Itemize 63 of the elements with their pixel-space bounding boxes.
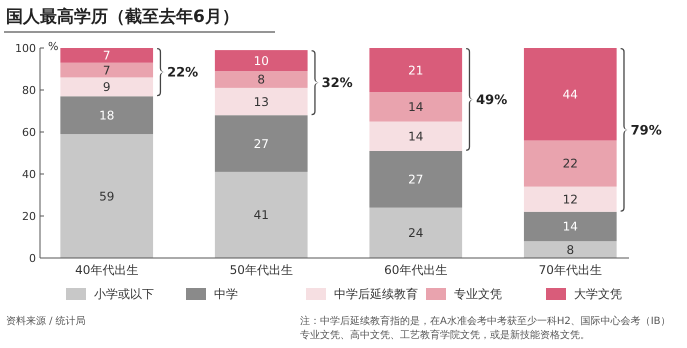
data-label: 9 (102, 80, 111, 94)
data-label: 8 (257, 72, 266, 87)
bar (214, 172, 308, 258)
bar (60, 62, 154, 78)
bar (369, 208, 462, 258)
bar (369, 48, 462, 92)
text: 注：中学后延续教育指的是，在A水准会考中考获至少一科H2、国际中心会考（IB）专业文凭、高中文凭、工艺教育学院文凭，或是新技能资格文凭。 (300, 315, 671, 341)
bar (524, 241, 617, 258)
y-tick-label: 100 (15, 42, 36, 55)
data-label: 41 (254, 208, 269, 222)
legend-label: 小学或以下 (94, 287, 154, 302)
legend-label: 大学文凭 (574, 287, 622, 302)
text: 资料来源 / 统计局 (6, 315, 86, 327)
annotation: 22% (167, 66, 198, 81)
data-label: 22 (562, 156, 578, 171)
bar (524, 186, 617, 212)
legend-label: 中学后延续教育 (334, 287, 418, 302)
bar (369, 122, 462, 151)
x-tick-label: 40年代出生 (75, 263, 138, 277)
bar (214, 50, 308, 72)
data-label: 27 (408, 172, 424, 186)
x-tick-label: 50年代出生 (230, 263, 293, 277)
bar (524, 48, 617, 140)
data-label: 14 (562, 220, 578, 234)
y-tick-label: 80 (22, 84, 36, 97)
data-label: 24 (408, 226, 424, 240)
legend-label: 中学 (214, 287, 238, 302)
data-label: 7 (102, 63, 111, 78)
data-label: 10 (254, 54, 269, 68)
annotation: 32% (322, 76, 353, 92)
bar (60, 48, 154, 63)
bar (214, 115, 308, 172)
y-tick-label: 40 (22, 168, 36, 181)
y-tick-label: 20 (22, 210, 36, 223)
data-label: 59 (99, 189, 114, 204)
x-tick-label: 70年代出生 (538, 263, 602, 277)
data-label: 12 (562, 192, 578, 206)
bar (524, 140, 617, 187)
data-label: 21 (408, 63, 424, 78)
data-label: 27 (254, 136, 269, 151)
bar (60, 96, 154, 134)
chart-title: 国人最高学历（截至去年6月） (6, 7, 239, 27)
y-tick-label: 0 (29, 252, 36, 265)
bar (60, 77, 154, 96)
data-label: 44 (562, 87, 578, 102)
y-axis-title: % (48, 40, 58, 53)
bar (214, 71, 308, 88)
bar (214, 88, 308, 116)
data-label: 14 (408, 129, 424, 144)
legend-label: 专业文凭 (454, 287, 502, 302)
data-label: 13 (254, 94, 269, 109)
data-label: 7 (102, 48, 111, 63)
x-tick-label: 60年代出生 (384, 263, 448, 277)
data-label: 18 (99, 108, 114, 122)
y-tick-label: 60 (22, 126, 36, 139)
text: 79% (630, 123, 662, 138)
bar (369, 150, 462, 208)
data-label: 8 (566, 242, 574, 257)
bar (369, 92, 462, 122)
bar (524, 212, 617, 242)
data-label: 14 (408, 100, 424, 114)
annotation: 49% (476, 93, 508, 108)
bar (60, 134, 154, 258)
